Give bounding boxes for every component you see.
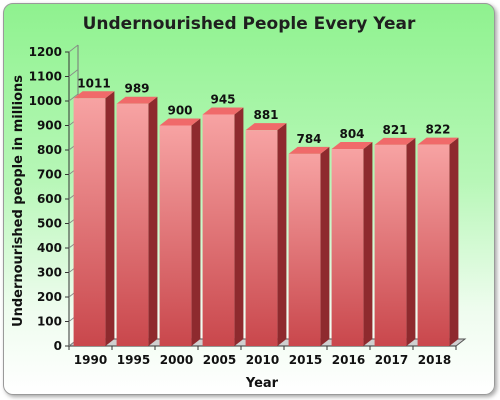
bar-side [277, 123, 287, 346]
y-tick-label: 600 [37, 192, 62, 206]
y-tick-label: 400 [37, 241, 62, 255]
y-tick-depth [68, 93, 79, 102]
y-tick-label: 1100 [29, 70, 62, 84]
y-tick-depth [68, 44, 79, 53]
x-tick-label: 2005 [203, 353, 236, 367]
bar-top [159, 118, 201, 126]
y-tick-label: 100 [37, 315, 62, 329]
y-tick-label: 700 [37, 168, 62, 182]
y-tick-label: 300 [37, 266, 62, 280]
data-label: 900 [167, 104, 192, 118]
data-label: 881 [253, 108, 278, 122]
bar-top [116, 96, 158, 104]
x-tick-label: 2018 [418, 353, 451, 367]
bar [73, 98, 106, 347]
bar-top [288, 146, 330, 154]
chart-frame: Undernourished People Every Year Underno… [3, 3, 495, 395]
bar-side [105, 91, 115, 347]
x-tick-label: 2015 [289, 353, 322, 367]
y-tick-label: 1200 [29, 45, 62, 59]
bar [116, 103, 149, 346]
bar [331, 149, 364, 346]
bar-top [245, 123, 287, 131]
y-tick-depth [68, 69, 79, 77]
data-label: 821 [382, 123, 407, 137]
x-tick-label: 2000 [160, 353, 193, 367]
bar-side [449, 137, 459, 346]
y-tick-label: 900 [37, 119, 62, 133]
y-axis-label: Undernourished people in millions [11, 75, 26, 327]
bar-side [363, 142, 373, 346]
y-tick-label: 0 [54, 339, 62, 353]
data-label: 822 [425, 123, 450, 137]
x-tick-label: 2017 [375, 353, 408, 367]
bar-side [191, 118, 201, 346]
bar-chart: Undernourished People Every Year Underno… [11, 14, 467, 391]
plot-area: 0 100 200 300 400 500 600 700 800 900 1000 1100 1200… [29, 44, 467, 367]
x-tick-label: 2010 [246, 353, 279, 367]
bar [245, 130, 278, 346]
y-tick-label: 800 [37, 143, 62, 157]
y-tick-label: 500 [37, 217, 62, 231]
data-label: 945 [210, 92, 235, 106]
y-tick-label: 1000 [29, 94, 62, 108]
bar-top [202, 107, 244, 115]
chart-title: Undernourished People Every Year [83, 14, 416, 34]
bar-top [374, 137, 416, 145]
x-axis-label: Year [245, 376, 279, 391]
x-tick-label: 1990 [74, 353, 107, 367]
bar [417, 144, 450, 346]
y-tick-label: 200 [37, 290, 62, 304]
bar-side [148, 96, 158, 346]
bar-top [73, 91, 115, 99]
bar [202, 114, 235, 346]
bar-top [331, 142, 373, 150]
x-tick-label: 2016 [332, 353, 365, 367]
data-label: 804 [339, 127, 364, 141]
bar-side [406, 137, 416, 346]
bar [374, 144, 407, 346]
data-label: 989 [124, 82, 149, 96]
bar [288, 153, 321, 346]
bar [159, 125, 192, 346]
bar-top [417, 137, 459, 145]
data-label: 784 [296, 132, 321, 146]
bar-side [234, 107, 244, 346]
bar-side [320, 146, 330, 346]
data-label: 1011 [77, 76, 110, 90]
x-tick-label: 1995 [117, 353, 150, 367]
